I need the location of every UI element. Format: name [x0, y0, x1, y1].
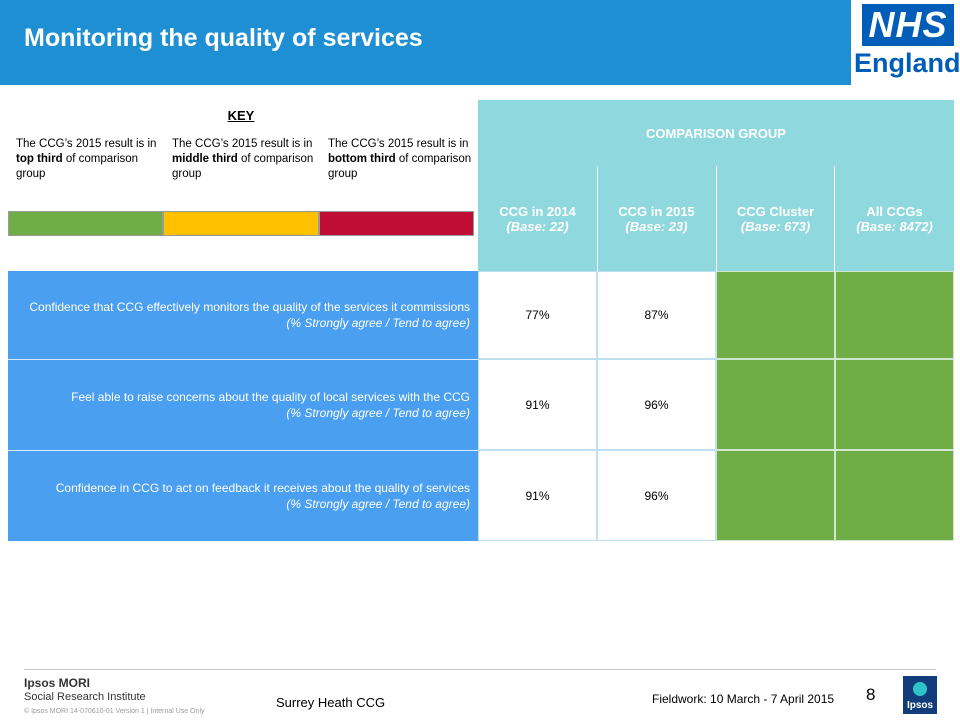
- column-base: (Base: 22): [506, 218, 569, 234]
- key-top-third-text: The CCG’s 2015 result is in top third of…: [16, 138, 157, 180]
- key-middle-third-swatch: [163, 211, 319, 236]
- column-title: All CCGs: [866, 203, 923, 219]
- rating-all-ccgs: [835, 359, 954, 450]
- nhs-logo-region: England: [854, 48, 960, 78]
- ipsos-badge-text: Ipsos: [906, 700, 934, 711]
- ipsos-mori-logo: Ipsos MORI: [24, 676, 91, 690]
- column-divider: [597, 166, 598, 271]
- nhs-logo-badge: NHS: [862, 4, 954, 46]
- value-ccg-2015: 87%: [597, 271, 716, 359]
- footer-divider: [24, 669, 936, 670]
- ipsos-mori-subtitle: Social Research Institute: [24, 691, 146, 703]
- row-divider: [8, 359, 478, 360]
- column-header-ccg-2015: CCG in 2015 (Base: 23): [597, 166, 716, 271]
- table-row-label: Feel able to raise concerns about the qu…: [8, 359, 478, 450]
- key-top-third-swatch: [8, 211, 163, 236]
- key-bottom-third-text: The CCG’s 2015 result is in bottom third…: [328, 138, 472, 180]
- column-header-all-ccgs: All CCGs (Base: 8472): [835, 166, 954, 271]
- question-measure: (% Strongly agree / Tend to agree): [286, 316, 470, 330]
- table-row-label: Confidence that CCG effectively monitors…: [8, 271, 478, 359]
- key-title: KEY: [227, 108, 255, 123]
- rating-all-ccgs: [835, 271, 954, 359]
- copyright-text: © Ipsos MORI 14-070610-01 Version 1 | In…: [24, 708, 205, 715]
- key-middle-third-text: The CCG’s 2015 result is in middle third…: [172, 138, 314, 180]
- rating-ccg-cluster: [716, 450, 835, 541]
- question-text: Confidence in CCG to act on feedback it …: [55, 480, 470, 495]
- ipsos-dot-icon: [913, 682, 927, 696]
- ccg-name: Surrey Heath CCG: [276, 695, 386, 710]
- value-ccg-2014: 77%: [478, 271, 597, 359]
- title-bar: Monitoring the quality of services: [0, 0, 851, 85]
- column-base: (Base: 8472): [856, 218, 933, 234]
- rating-all-ccgs: [835, 450, 954, 541]
- value-ccg-2014: 91%: [478, 450, 597, 541]
- question-text: Confidence that CCG effectively monitors…: [29, 300, 470, 314]
- ipsos-badge-icon: Ipsos: [903, 676, 937, 714]
- column-base: (Base: 23): [625, 218, 688, 234]
- page-number: 8: [866, 685, 876, 704]
- question-measure: (% Strongly agree / Tend to agree): [286, 405, 470, 420]
- question-measure: (% Strongly agree / Tend to agree): [286, 496, 470, 511]
- column-header-ccg-cluster: CCG Cluster (Base: 673): [716, 166, 835, 271]
- value-ccg-2015: 96%: [597, 359, 716, 450]
- fieldwork-dates: Fieldwork: 10 March - 7 April 2015: [652, 692, 835, 706]
- rating-ccg-cluster: [716, 359, 835, 450]
- question-text: Feel able to raise concerns about the qu…: [71, 389, 470, 404]
- row-divider: [8, 450, 478, 451]
- column-header-ccg-2014: CCG in 2014 (Base: 22): [478, 166, 597, 271]
- column-divider: [716, 166, 717, 271]
- comparison-group-header: COMPARISON GROUP: [478, 100, 954, 166]
- column-divider: [834, 166, 835, 271]
- page-title: Monitoring the quality of services: [24, 24, 423, 52]
- key-bottom-third-swatch: [319, 211, 474, 236]
- rating-ccg-cluster: [716, 271, 835, 359]
- value-ccg-2015: 96%: [597, 450, 716, 541]
- table-row-label: Confidence in CCG to act on feedback it …: [8, 450, 478, 541]
- value-ccg-2014: 91%: [478, 359, 597, 450]
- column-title: CCG Cluster: [736, 203, 815, 219]
- column-base: (Base: 673): [740, 218, 811, 234]
- column-title: CCG in 2015: [618, 203, 695, 219]
- column-title: CCG in 2014: [499, 203, 576, 219]
